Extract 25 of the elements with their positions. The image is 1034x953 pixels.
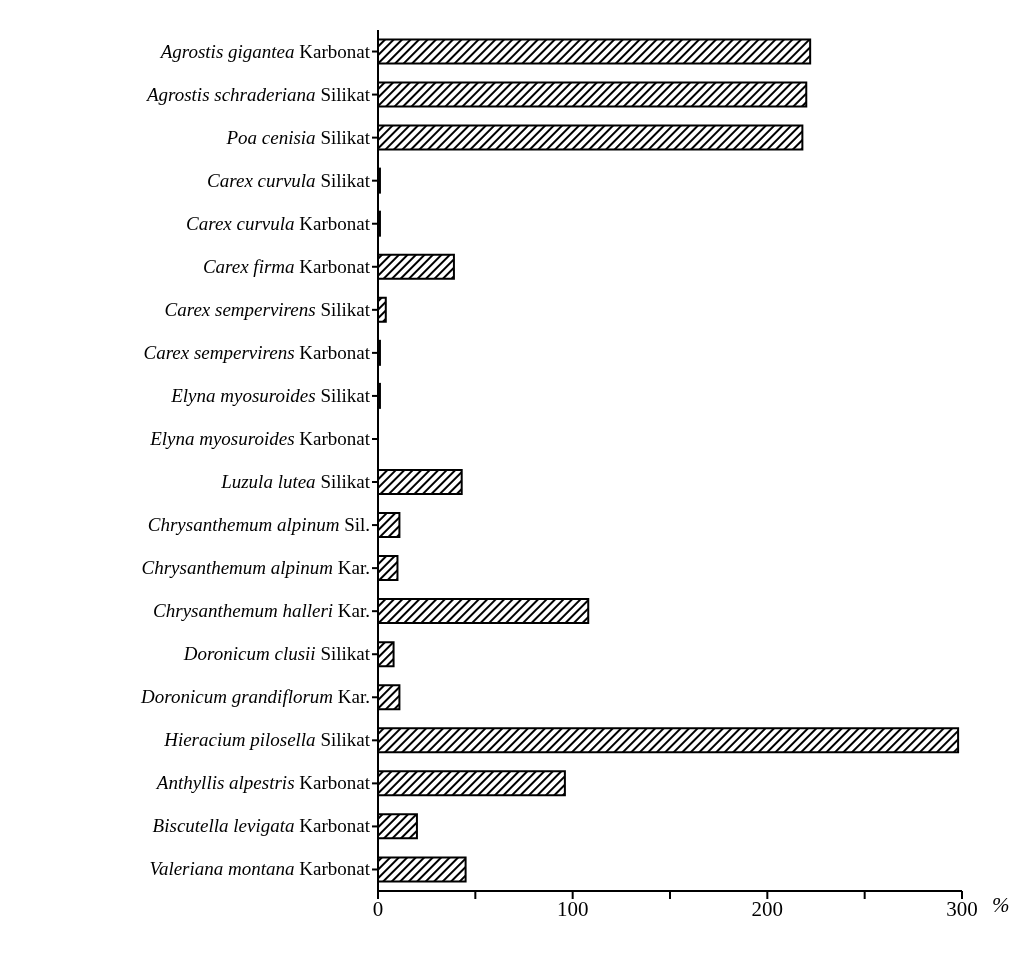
y-tick-label: Carex curvula Silikat — [207, 169, 371, 191]
y-tick-label: Hieracium pilosella Silikat — [163, 729, 371, 751]
y-tick-label: Carex firma Karbonat — [202, 255, 371, 277]
y-tick-label: Agrostis schraderiana Silikat — [144, 83, 371, 105]
y-tick-label: Chrysanthemum alpinum Sil. — [147, 514, 370, 536]
x-tick-label: 200 — [751, 896, 784, 921]
x-axis-title: % — [992, 893, 1010, 918]
y-tick-label: Valeriana montana Karbonat — [149, 858, 371, 880]
x-tick-label: 100 — [556, 896, 589, 921]
y-tick-label: Elyna myosuroides Karbonat — [149, 427, 371, 449]
y-tick-label: Carex sempervirens Karbonat — [143, 341, 371, 363]
y-tick-label: Carex sempervirens Silikat — [164, 298, 371, 320]
y-tick-label: Carex curvula Karbonat — [186, 212, 371, 234]
y-tick-label: Luzula lutea Silikat — [220, 471, 371, 493]
y-tick-label: Anthyllis alpestris Karbonat — [154, 772, 371, 794]
y-tick-label: Biscutella levigata Karbonat — [152, 815, 371, 837]
y-tick-label: Chrysanthemum halleri Kar. — [153, 600, 370, 622]
y-tick-label: Agrostis gigantea Karbonat — [158, 40, 371, 62]
y-tick-label: Elyna myosuroides Silikat — [170, 384, 371, 406]
y-tick-label: Chrysanthemum alpinum Kar. — [141, 557, 370, 579]
x-tick-label: 0 — [372, 896, 384, 921]
y-tick-label: Doronicum clusii Silikat — [182, 643, 371, 665]
y-tick-label: Doronicum grandiflorum Kar. — [140, 686, 370, 708]
x-tick-label: 300 — [946, 896, 978, 921]
y-tick-label: Poa cenisia Silikat — [225, 126, 371, 148]
